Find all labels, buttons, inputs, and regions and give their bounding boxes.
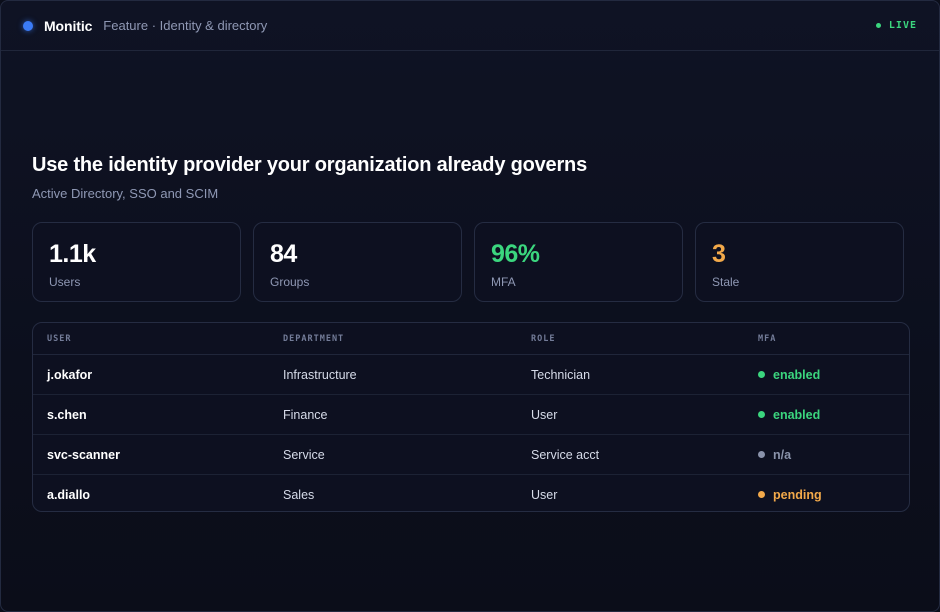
cell-department: Infrastructure	[269, 354, 517, 395]
cell-user: s.chen	[33, 394, 269, 435]
stat-card-mfa: 96% MFA	[474, 222, 683, 302]
column-header-mfa: MFA	[744, 323, 909, 355]
stat-value: 96%	[491, 240, 540, 268]
stat-label: MFA	[491, 275, 516, 289]
cell-mfa: n/a	[744, 434, 909, 475]
top-bar: Monitic Feature · Identity & directory L…	[1, 1, 939, 51]
table-row[interactable]: s.chen Finance User enabled	[33, 394, 909, 435]
stat-cards: 1.1k Users 84 Groups 96% MFA 3 Stale	[32, 222, 904, 302]
table-row[interactable]: a.diallo Sales User pending	[33, 475, 909, 512]
stat-value: 84	[270, 240, 297, 268]
table-row[interactable]: svc-scanner Service Service acct n/a	[33, 434, 909, 475]
page-subtitle: Active Directory, SSO and SCIM	[32, 186, 219, 201]
column-header-role: ROLE	[517, 323, 744, 355]
mfa-status: enabled	[758, 368, 820, 382]
breadcrumb: Feature · Identity & directory	[103, 18, 268, 33]
cell-mfa: enabled	[744, 394, 909, 435]
cell-role: User	[531, 487, 558, 502]
mfa-status: enabled	[758, 408, 820, 422]
brand-name[interactable]: Monitic	[44, 17, 93, 34]
table-row[interactable]: j.okafor Infrastructure Technician enabl…	[33, 354, 909, 395]
table-header-row: USER DEPARTMENT ROLE MFA	[33, 323, 909, 355]
mfa-status: n/a	[758, 448, 791, 462]
column-header-department: DEPARTMENT	[269, 323, 517, 355]
live-status-label: LIVE	[888, 20, 917, 31]
cell-department: Sales	[283, 487, 315, 502]
status-dot-icon	[758, 451, 765, 459]
stat-label: Groups	[270, 275, 310, 289]
mfa-status-label: enabled	[773, 367, 821, 382]
cell-role: User	[517, 394, 744, 435]
cell-department: Service	[269, 434, 517, 475]
column-header-user: USER	[33, 323, 269, 355]
stat-card-stale: 3 Stale	[695, 222, 904, 302]
live-dot-icon	[875, 23, 881, 28]
stat-value: 3	[712, 240, 726, 268]
stat-label: Stale	[712, 275, 740, 289]
stat-card-groups: 84 Groups	[253, 222, 462, 302]
cell-role: Technician	[517, 354, 744, 395]
cell-mfa: pending	[744, 475, 909, 512]
live-status-badge: LIVE	[875, 20, 917, 31]
mfa-status: pending	[758, 488, 822, 502]
page-title: Use the identity provider your organizat…	[32, 154, 587, 176]
cell-user: a.diallo	[47, 487, 91, 502]
mfa-status-label: n/a	[773, 447, 792, 462]
mfa-status-label: pending	[773, 487, 822, 502]
user-directory-table: USER DEPARTMENT ROLE MFA j.okafor Infras…	[32, 322, 910, 512]
cell-mfa: enabled	[744, 354, 909, 395]
mfa-status-label: enabled	[773, 407, 821, 422]
brand-logo-dot-icon	[23, 20, 33, 31]
stat-value: 1.1k	[49, 240, 96, 268]
status-dot-icon	[758, 411, 765, 419]
status-dot-icon	[758, 491, 765, 499]
cell-role: Service acct	[517, 434, 744, 475]
cell-user: svc-scanner	[33, 434, 269, 475]
stat-card-users: 1.1k Users	[32, 222, 241, 302]
status-dot-icon	[758, 371, 765, 379]
cell-user: j.okafor	[33, 354, 269, 395]
cell-department: Finance	[269, 394, 517, 435]
stat-label: Users	[49, 275, 81, 289]
